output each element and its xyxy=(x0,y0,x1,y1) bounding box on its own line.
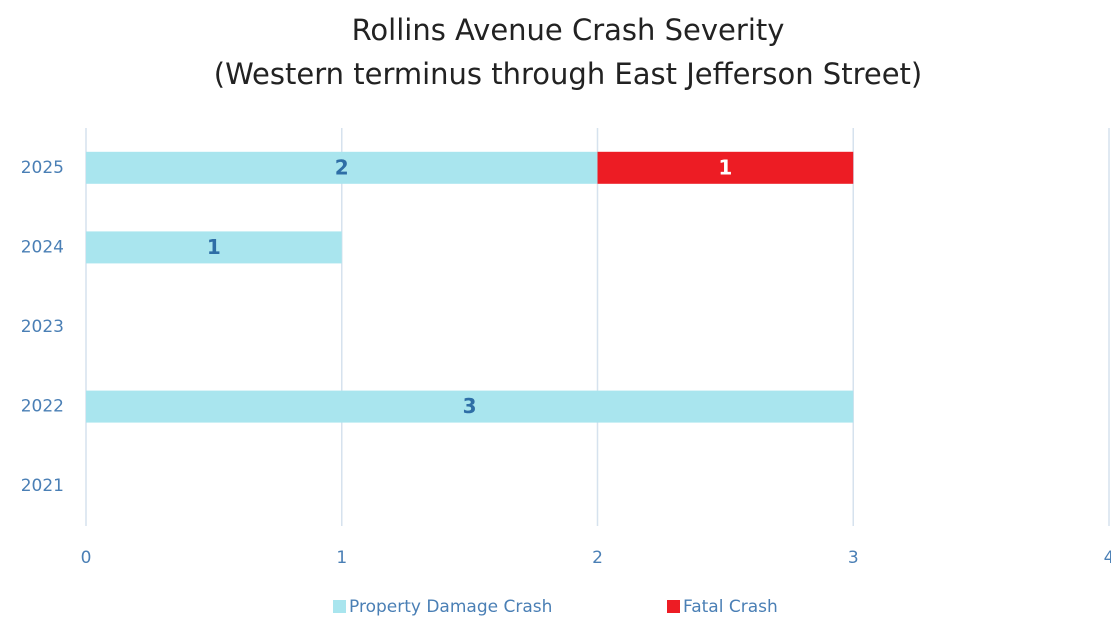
data-label: 2 xyxy=(335,155,349,179)
bar xyxy=(597,151,854,184)
bar xyxy=(86,231,342,264)
x-tick-label: 2 xyxy=(592,548,603,568)
y-tick-label: 2021 xyxy=(21,476,64,496)
x-tick-label: 0 xyxy=(81,548,92,568)
chart-subtitle: (Western terminus through East Jefferson… xyxy=(214,57,922,91)
x-tick-label: 4 xyxy=(1104,548,1111,568)
y-tick-label: 2023 xyxy=(21,317,64,337)
data-label: 1 xyxy=(207,235,221,259)
data-label: 3 xyxy=(463,394,477,418)
legend-label: Property Damage Crash xyxy=(349,597,552,617)
bar xyxy=(86,390,854,423)
data-label: 1 xyxy=(718,155,732,179)
legend-swatch xyxy=(333,600,346,613)
chart-title: Rollins Avenue Crash Severity xyxy=(352,13,785,47)
x-tick-label: 1 xyxy=(336,548,347,568)
legend-label: Fatal Crash xyxy=(683,597,778,617)
bar xyxy=(86,151,598,184)
y-tick-label: 2024 xyxy=(21,237,64,257)
x-tick-label: 3 xyxy=(848,548,859,568)
legend-swatch xyxy=(667,600,680,613)
y-tick-label: 2022 xyxy=(21,397,64,417)
y-tick-label: 2025 xyxy=(21,158,64,178)
